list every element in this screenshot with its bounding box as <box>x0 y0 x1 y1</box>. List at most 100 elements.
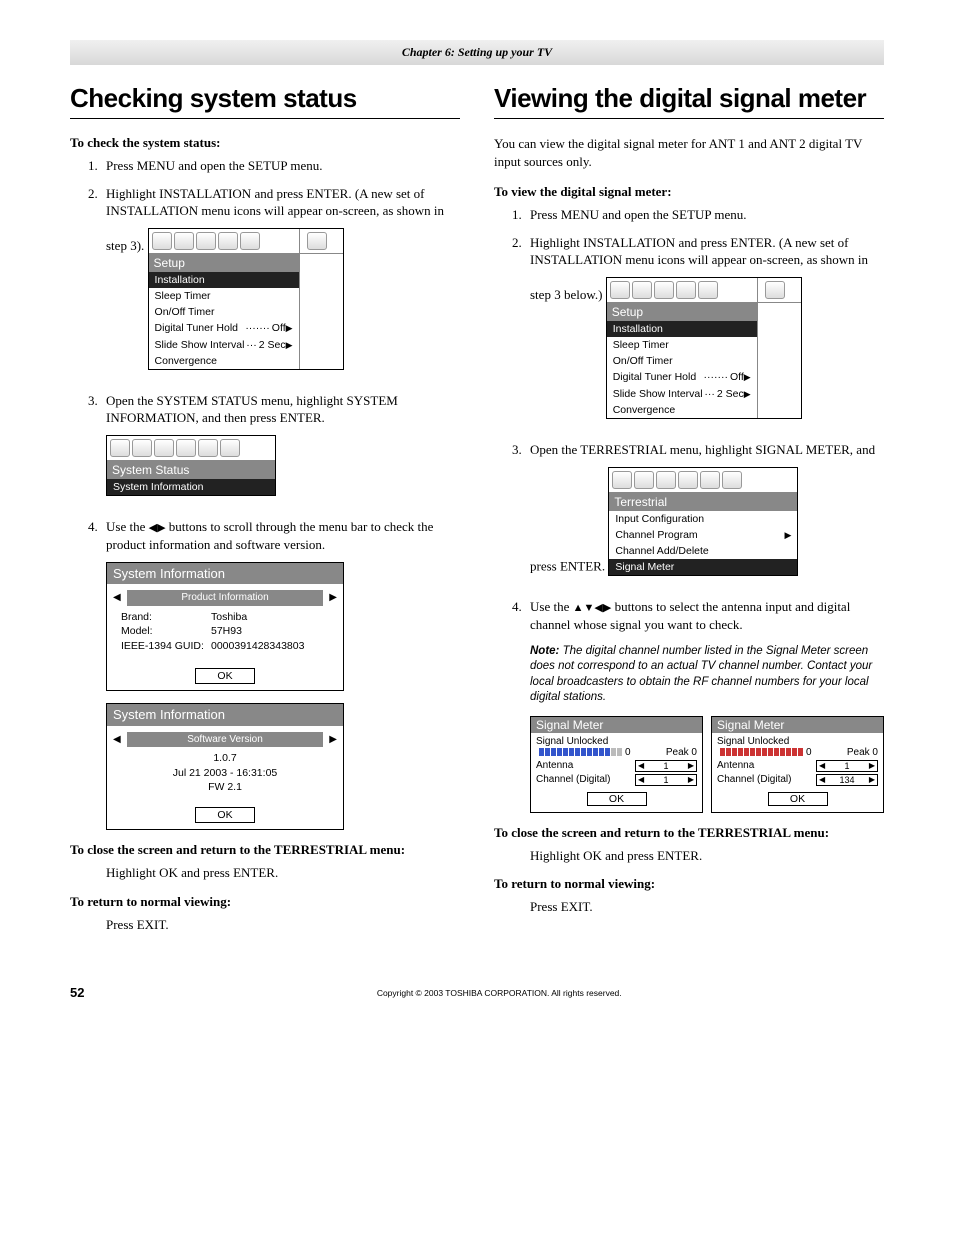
signal-bar <box>720 748 803 756</box>
val: Off <box>730 370 744 384</box>
v: Toshiba <box>211 610 247 625</box>
menu-icon <box>240 232 260 250</box>
menu-icon <box>152 232 172 250</box>
signal-meter-panels: Signal Meter Signal Unlocked 0 Peak 0 Ant… <box>530 716 884 813</box>
right-step-3: 3.Open the TERRESTRIAL menu, highlight S… <box>512 441 884 588</box>
setup-item-installation: Installation <box>149 272 299 288</box>
left-arrow-icon: ◀ <box>113 733 121 747</box>
menu-icon <box>154 439 174 457</box>
k: IEEE-1394 GUID: <box>121 639 211 654</box>
right-close-head: To close the screen and return to the TE… <box>494 825 884 841</box>
left-step-4-a: Use the <box>106 519 149 534</box>
v: 57H93 <box>211 624 242 639</box>
val: 0 <box>625 747 631 758</box>
signal-meter-2: Signal Meter Signal Unlocked 0Peak 0 Ant… <box>711 716 884 813</box>
menu-icon <box>218 232 238 250</box>
status-item-sysinfo: System Information <box>107 479 275 495</box>
menu-icon <box>176 439 196 457</box>
text-a: Use the <box>530 599 573 614</box>
label: Digital Tuner Hold <box>155 321 238 335</box>
val: Off <box>272 321 286 335</box>
line: 1.0.7 <box>113 751 337 766</box>
val: 2 Sec <box>259 338 286 352</box>
sysinfo-panel-1: System Information ◀Product Information▶… <box>106 562 344 691</box>
setup-menu-panel: Setup Installation Sleep Timer On/Off Ti… <box>148 228 344 370</box>
note-body: The digital channel number listed in the… <box>530 645 872 704</box>
v: 1 <box>844 761 849 771</box>
terrestrial-panel: Terrestrial Input Configuration Channel … <box>608 467 798 577</box>
menu-icon <box>612 471 632 489</box>
left-return-body: Press EXIT. <box>106 916 460 934</box>
label: Antenna <box>536 760 573 771</box>
label: Channel (Digital) <box>717 774 791 785</box>
dpad-arrows-icon: ▲▼◀▶ <box>573 601 612 616</box>
peak: Peak 0 <box>666 747 697 758</box>
ok-button: OK <box>195 668 255 684</box>
v: 1 <box>663 761 668 771</box>
ok-button: OK <box>587 792 647 806</box>
menu-icon <box>765 281 785 299</box>
left-column: Checking system status To check the syst… <box>70 83 460 945</box>
setup-item-tuner: Digital Tuner Hold·······Off▶ <box>149 320 299 336</box>
channel-field: ◀1▶ <box>635 774 697 786</box>
signal-meter-1: Signal Meter Signal Unlocked 0Peak 0 Ant… <box>530 716 703 813</box>
system-status-panel: System Status System Information <box>106 435 276 496</box>
signal-bar <box>539 748 622 756</box>
right-close-body: Highlight OK and press ENTER. <box>530 847 884 865</box>
columns: Checking system status To check the syst… <box>70 83 884 945</box>
item: Sleep Timer <box>607 337 757 353</box>
title: Terrestrial <box>609 493 797 511</box>
left-arrow-icon: ◀ <box>113 591 121 605</box>
v: 1 <box>663 775 668 785</box>
val: 0 <box>806 747 812 758</box>
setup-item-onoff: On/Off Timer <box>149 304 299 320</box>
right-step-4: 4.Use the ▲▼◀▶ buttons to select the ant… <box>512 598 884 633</box>
antenna-field: ◀1▶ <box>635 760 697 772</box>
label: Antenna <box>717 760 754 771</box>
right-return-body: Press EXIT. <box>530 898 884 916</box>
menu-icon <box>198 439 218 457</box>
setup-title: Setup <box>149 254 299 272</box>
left-step-1: 1.Press MENU and open the SETUP menu. <box>88 157 460 175</box>
v: 134 <box>839 775 854 785</box>
left-subhead-1: To check the system status: <box>70 135 460 151</box>
note-label: Note: <box>530 645 559 657</box>
menu-icon <box>698 281 718 299</box>
channel-field: ◀134▶ <box>816 774 878 786</box>
right-arrow-icon: ▶ <box>329 733 337 747</box>
line: Jul 21 2003 - 16:31:05 <box>113 766 337 781</box>
page-number: 52 <box>70 985 84 1000</box>
setup-item-slide: Slide Show Interval···2 Sec▶ <box>149 337 299 353</box>
copyright: Copyright © 2003 TOSHIBA CORPORATION. Al… <box>114 988 884 998</box>
setup-list: Installation Sleep Timer On/Off Timer Di… <box>149 272 299 369</box>
item: On/Off Timer <box>607 353 757 369</box>
line: FW 2.1 <box>113 780 337 795</box>
sysinfo2-sub: Software Version <box>127 732 324 748</box>
left-step-3: 3.Open the SYSTEM STATUS menu, highlight… <box>88 392 460 508</box>
setup-icon-row <box>149 229 299 254</box>
sysinfo-panel-2: System Information ◀Software Version▶ 1.… <box>106 703 344 830</box>
status-icon-row <box>107 436 275 461</box>
item: Channel Program▶ <box>609 527 797 543</box>
right-lead: You can view the digital signal meter fo… <box>494 135 884 170</box>
label: Slide Show Interval <box>155 338 245 352</box>
left-step-1-text: Press MENU and open the SETUP menu. <box>106 158 323 173</box>
ok-button: OK <box>768 792 828 806</box>
right-arrow-icon: ▶ <box>329 591 337 605</box>
right-subhead-1: To view the digital signal meter: <box>494 184 884 200</box>
title: Signal Meter <box>712 717 883 733</box>
menu-icon <box>700 471 720 489</box>
item: Input Configuration <box>609 511 797 527</box>
text: Press MENU and open the SETUP menu. <box>530 207 747 222</box>
menu-icon <box>656 471 676 489</box>
status: Signal Unlocked <box>536 736 697 747</box>
menu-icon <box>132 439 152 457</box>
left-heading: Checking system status <box>70 83 460 119</box>
item: Slide Show Interval···2 Sec▶ <box>607 386 757 402</box>
left-step-3-text: Open the SYSTEM STATUS menu, highlight S… <box>106 393 398 426</box>
left-step-2: 2.Highlight INSTALLATION and press ENTER… <box>88 185 460 382</box>
menu-icon <box>678 471 698 489</box>
right-column: Viewing the digital signal meter You can… <box>494 83 884 945</box>
note-box: Note: The digital channel number listed … <box>530 644 884 706</box>
menu-icon <box>196 232 216 250</box>
